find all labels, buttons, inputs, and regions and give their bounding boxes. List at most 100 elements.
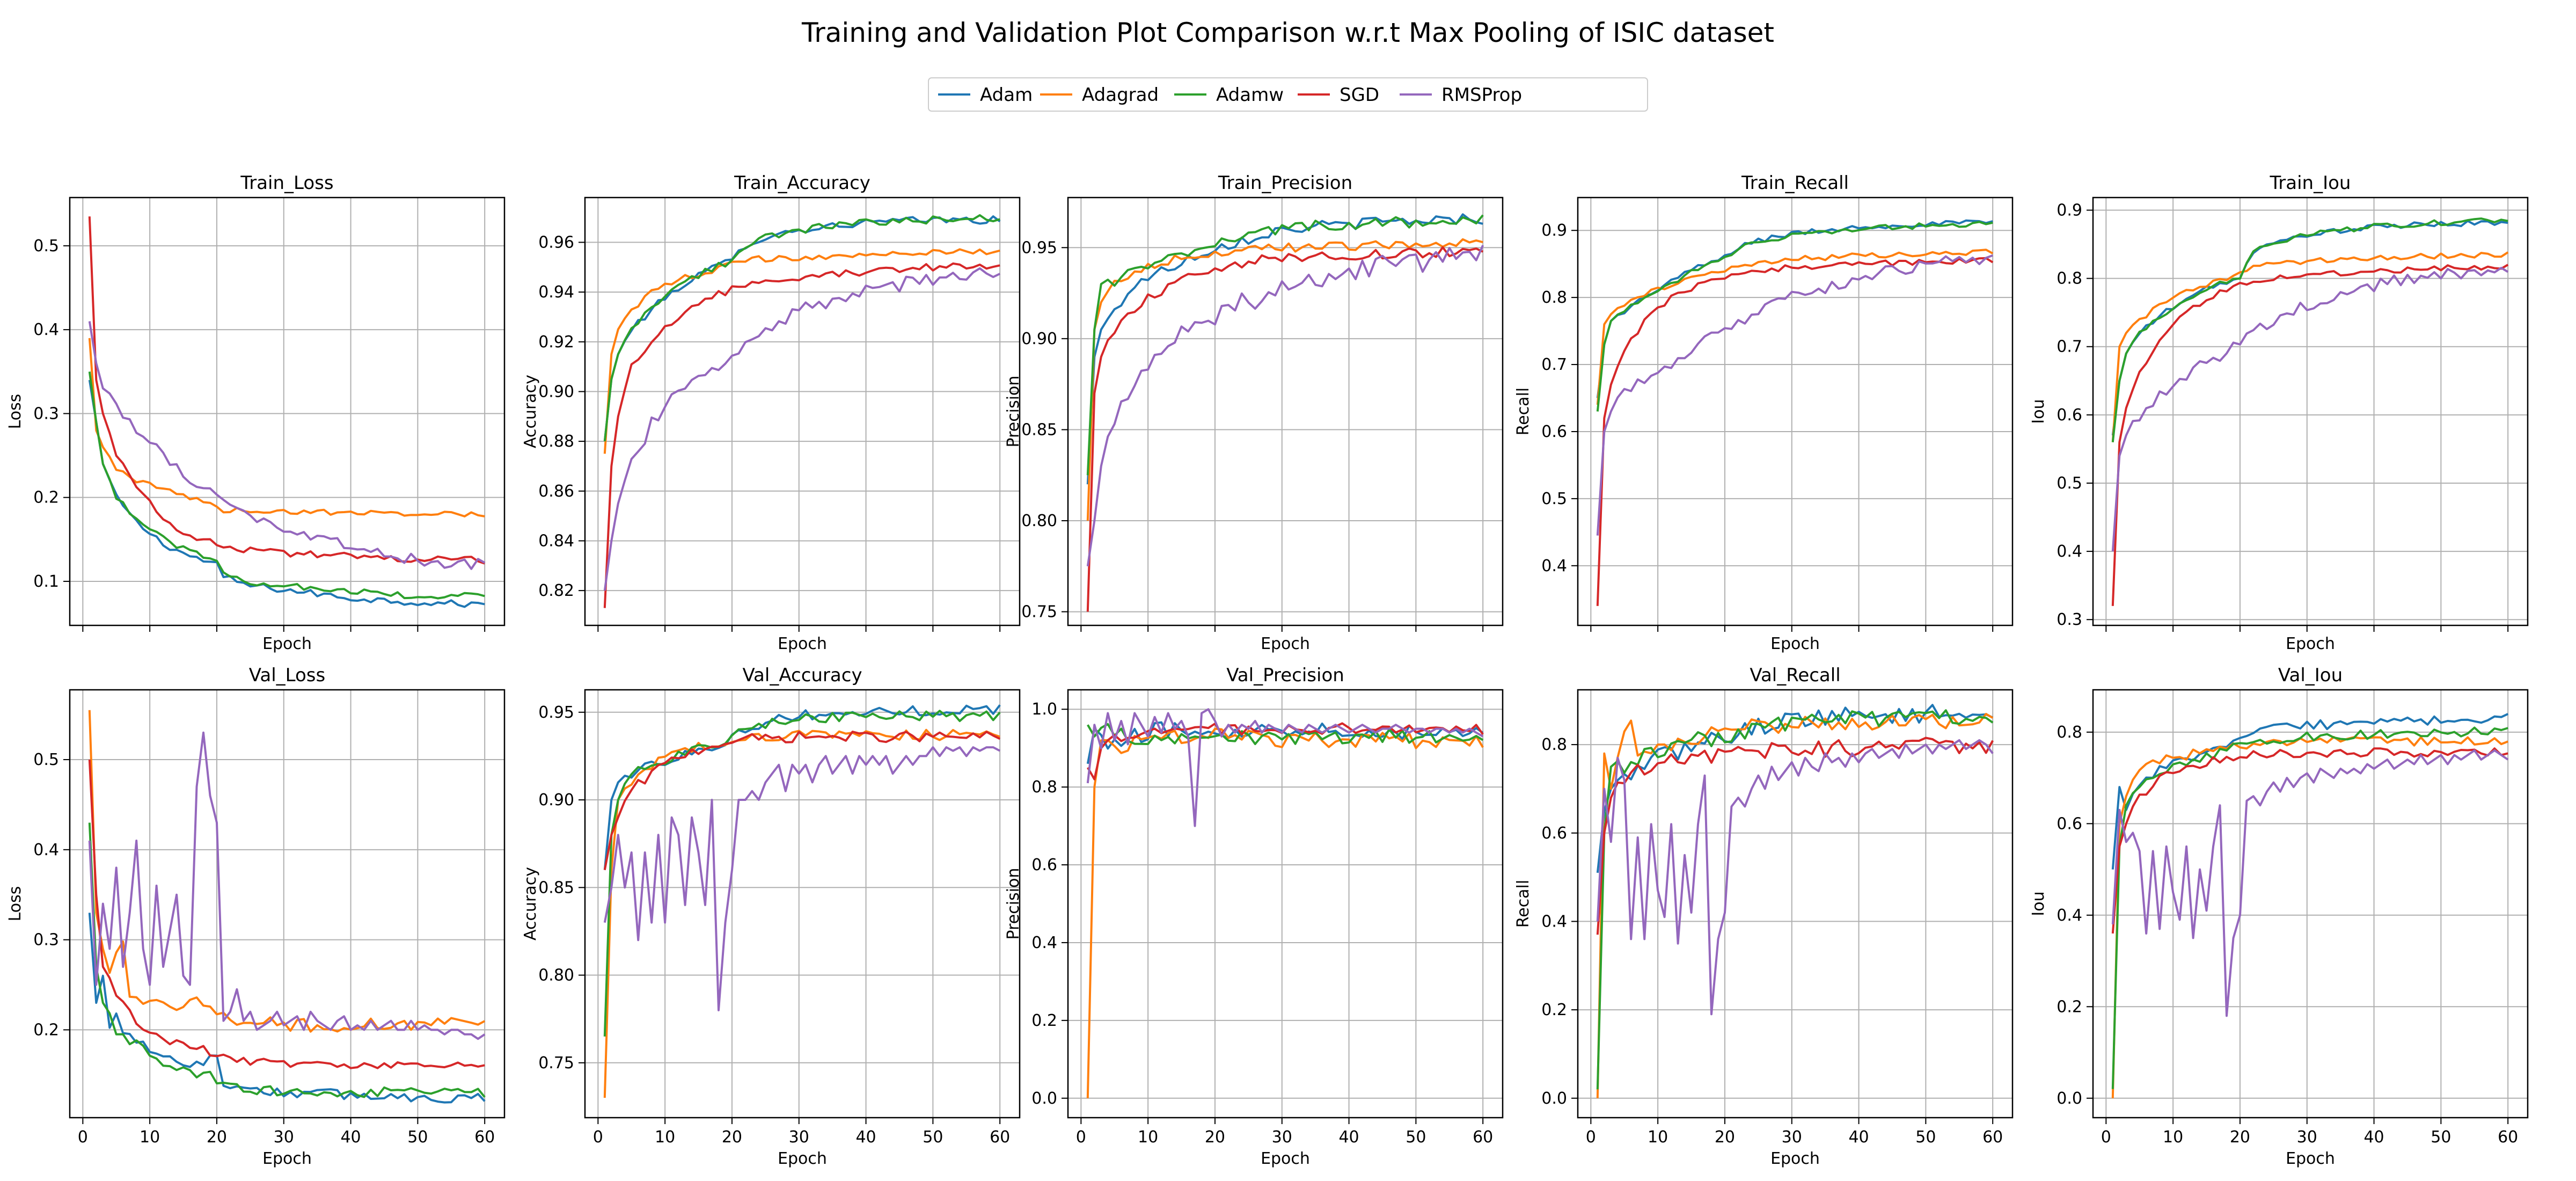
subplot-title: Train_Iou: [2270, 172, 2351, 194]
series-line-rmsprop: [88, 731, 486, 1040]
subplot-val-precision: 0 10 20 30 40 50 60 0.0 0.2 0.4 0.6 0.8 1.0 Val_Preci…: [1004, 665, 1504, 1168]
x-tick-label: 50: [2431, 1128, 2451, 1147]
grid-lines: [2093, 198, 2528, 625]
x-axis-label: Epoch: [778, 1149, 827, 1168]
series-group: [2111, 217, 2509, 606]
series-line-adagrad: [1086, 238, 1483, 521]
x-tick-label: 0: [78, 1128, 88, 1147]
y-tick-label: 0.7: [1541, 355, 1567, 374]
series-line-sgd: [1087, 722, 1484, 781]
series-line-sgd: [88, 216, 485, 565]
series-line-adamw: [1086, 214, 1484, 476]
grid-lines: [1578, 198, 2012, 625]
grid-lines: [585, 690, 1020, 1118]
legend-frame: [928, 77, 1648, 112]
y-tick-label: 0.85: [538, 878, 574, 897]
y-tick-label: 0.90: [538, 382, 574, 401]
series-line-sgd: [603, 262, 1000, 608]
series-line-rmsprop: [2111, 267, 2509, 552]
x-axis-label: Epoch: [262, 1149, 312, 1168]
y-tick-label: 0.5: [2057, 474, 2082, 493]
y-axis-label: Loss: [6, 394, 25, 429]
y-tick-label: 0.94: [538, 283, 574, 302]
x-tick-label: 50: [407, 1128, 428, 1147]
y-tick-label: 0.92: [538, 333, 574, 352]
series-line-rmsprop: [603, 746, 1001, 1011]
series-line-rmsprop: [1596, 739, 1994, 1016]
x-tick-label: 30: [1782, 1128, 1802, 1147]
y-tick-label: 0.5: [33, 237, 59, 256]
y-tick-label: 0.4: [1031, 934, 1057, 952]
y-tick-label: 0.8: [2057, 269, 2082, 288]
x-tick-label: 60: [474, 1128, 495, 1147]
series-line-sgd: [88, 759, 485, 1069]
y-tick-label: 0.6: [1541, 824, 1567, 843]
series-line-sgd: [1596, 257, 1994, 606]
series-line-sgd: [2111, 747, 2508, 934]
x-axis-label: Epoch: [1770, 635, 1820, 653]
x-tick-label: 40: [1338, 1128, 1359, 1147]
y-tick-label: 0.9: [1541, 221, 1567, 240]
grid-lines: [585, 198, 1020, 625]
series-line-adamw: [88, 371, 485, 600]
y-tick-label: 0.84: [538, 531, 574, 550]
series-line-adamw: [603, 214, 1000, 442]
y-tick-label: 0.8: [1031, 778, 1057, 797]
series-group: [1596, 219, 1994, 606]
figure-title: Training and Validation Plot Comparison …: [801, 17, 1774, 48]
legend-entry-adagrad: Adagrad: [1040, 84, 1159, 106]
x-tick-label: 10: [1648, 1128, 1668, 1147]
series-line-adagrad: [1086, 727, 1484, 1098]
axes-frame: [1577, 689, 2014, 1119]
series-line-adam: [88, 913, 486, 1104]
series-line-adamw: [1596, 221, 1993, 412]
legend-label-adam: Adam: [980, 84, 1033, 106]
series-line-rmsprop: [1086, 708, 1484, 827]
y-tick-label: 0.8: [1541, 735, 1567, 754]
x-axis-label: Epoch: [778, 635, 827, 653]
y-tick-label: 0.90: [538, 791, 574, 810]
x-tick-label: 40: [1848, 1128, 1869, 1147]
y-tick-label: 0.85: [1021, 420, 1057, 439]
series-line-sgd: [603, 731, 1001, 870]
series-line-adagrad: [1596, 713, 1994, 1098]
subplot-train-iou: 0.3 0.4 0.5 0.6 0.7 0.8 0.9 Train_Iou Epoch Iou: [2029, 172, 2529, 653]
y-tick-label: 0.4: [2057, 906, 2082, 925]
x-tick-label: 20: [1205, 1128, 1225, 1147]
series-line-sgd: [2111, 264, 2509, 606]
x-tick-label: 10: [140, 1128, 160, 1147]
series-line-rmsprop: [2111, 749, 2509, 1017]
legend-label-rmsprop: RMSProp: [1441, 84, 1522, 106]
x-tick-label: 10: [1138, 1128, 1158, 1147]
subplot-title: Train_Recall: [1741, 172, 1849, 194]
y-axis-label: Recall: [1514, 388, 1533, 436]
x-axis-label: Epoch: [1261, 635, 1310, 653]
subplot-title: Train_Precision: [1218, 172, 1352, 194]
y-tick-label: 0.7: [2057, 338, 2082, 356]
y-tick-label: 0.4: [33, 841, 59, 859]
series-line-sgd: [1596, 737, 1994, 935]
subplot-title: Val_Recall: [1750, 665, 1840, 686]
x-tick-label: 0: [1076, 1128, 1086, 1147]
y-tick-label: 0.2: [33, 489, 59, 507]
legend-label-sgd: SGD: [1340, 84, 1379, 106]
series-group: [1086, 708, 1484, 1098]
x-tick-label: 50: [1406, 1128, 1426, 1147]
y-tick-label: 0.0: [1031, 1089, 1057, 1108]
y-tick-label: 0.95: [538, 703, 574, 722]
y-tick-label: 0.5: [33, 750, 59, 769]
x-tick-label: 20: [207, 1128, 227, 1147]
y-tick-label: 0.6: [1031, 856, 1057, 874]
y-axis-label: Recall: [1514, 880, 1533, 928]
y-axis-label: Precision: [1004, 376, 1023, 448]
x-tick-label: 60: [1982, 1128, 2003, 1147]
y-tick-label: 0.4: [1541, 912, 1567, 931]
y-tick-label: 0.95: [1021, 238, 1057, 257]
series-line-adagrad: [1596, 249, 1994, 405]
subplot-train-accuracy: 0.82 0.84 0.86 0.88 0.90 0.92 0.94 0.96 Train_Ac…: [521, 172, 1021, 653]
y-tick-label: 0.96: [538, 233, 574, 252]
subplot-title: Val_Accuracy: [742, 665, 862, 686]
y-tick-label: 0.8: [1541, 288, 1567, 307]
y-axis-label: Iou: [2029, 891, 2048, 916]
